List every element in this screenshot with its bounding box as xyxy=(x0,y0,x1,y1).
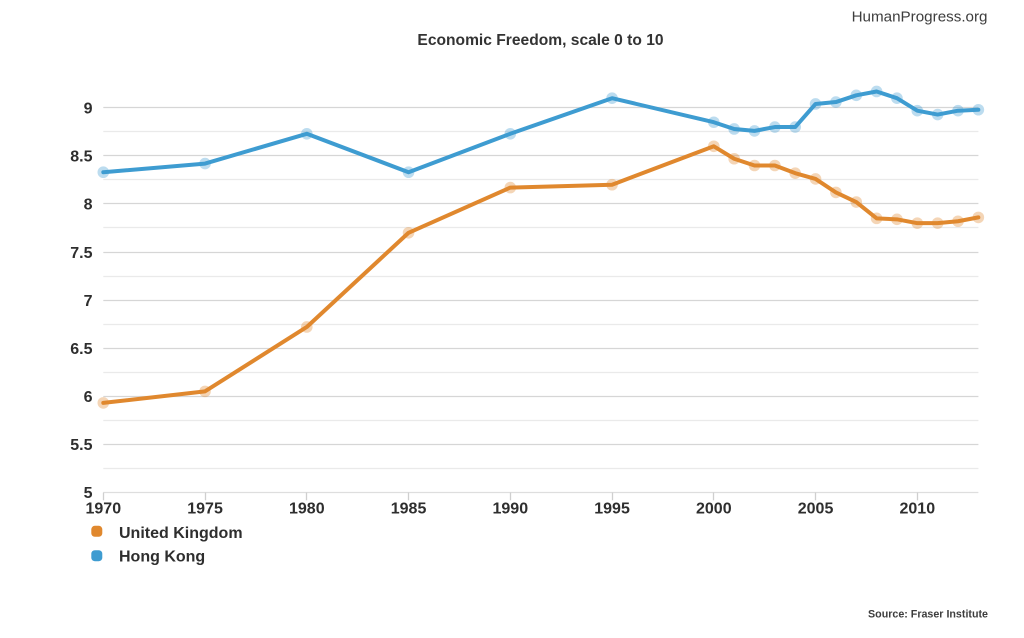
svg-text:HumanProgress.org: HumanProgress.org xyxy=(852,9,988,26)
svg-text:2000: 2000 xyxy=(696,501,732,518)
svg-text:5: 5 xyxy=(84,485,93,502)
svg-text:8.5: 8.5 xyxy=(70,149,92,166)
svg-text:1990: 1990 xyxy=(493,501,529,518)
svg-text:Economic Freedom, scale 0 to 1: Economic Freedom, scale 0 to 10 xyxy=(417,32,663,49)
svg-text:9: 9 xyxy=(84,101,93,118)
svg-text:1970: 1970 xyxy=(86,501,122,518)
svg-text:2005: 2005 xyxy=(798,501,834,518)
svg-text:Source: Fraser Institute: Source: Fraser Institute xyxy=(868,609,988,621)
svg-text:7.5: 7.5 xyxy=(70,245,92,262)
svg-text:2010: 2010 xyxy=(900,501,936,518)
svg-text:5.5: 5.5 xyxy=(70,437,92,454)
svg-text:1975: 1975 xyxy=(187,501,223,518)
svg-text:6: 6 xyxy=(84,389,93,406)
svg-text:United Kingdom: United Kingdom xyxy=(119,525,243,542)
svg-text:7: 7 xyxy=(84,293,93,310)
svg-text:1985: 1985 xyxy=(391,501,427,518)
svg-text:Hong Kong: Hong Kong xyxy=(119,548,205,565)
svg-text:6.5: 6.5 xyxy=(70,341,92,358)
svg-text:1995: 1995 xyxy=(594,501,630,518)
svg-text:1980: 1980 xyxy=(289,501,325,518)
svg-text:8: 8 xyxy=(84,197,93,214)
